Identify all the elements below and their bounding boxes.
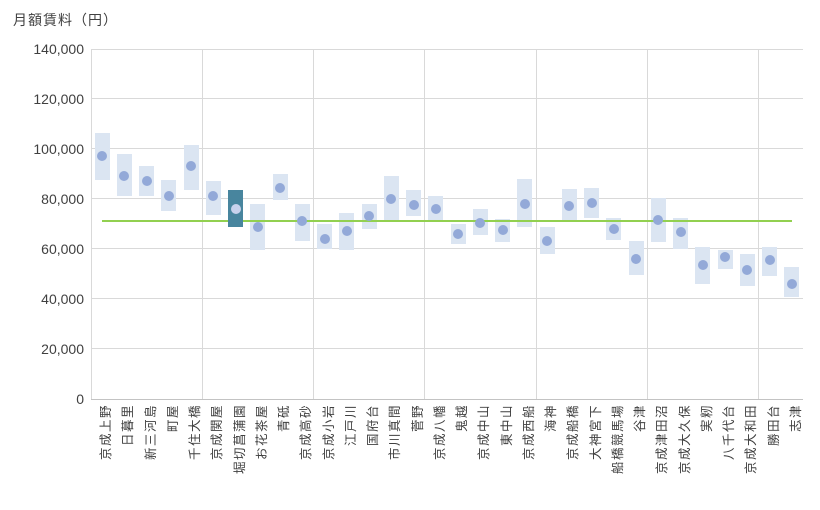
x-axis-line bbox=[91, 398, 803, 400]
station-name-text: 町屋 bbox=[165, 404, 180, 433]
rent-midpoint-dot[interactable] bbox=[475, 217, 486, 228]
y-axis-tick-label: 140,000 bbox=[33, 41, 84, 57]
y-axis-tick-label: 40,000 bbox=[41, 290, 84, 307]
y-gridline bbox=[91, 198, 803, 200]
rent-midpoint-dot[interactable] bbox=[742, 264, 753, 275]
v-gridline bbox=[535, 49, 537, 399]
station-name-text: 京成大久保 bbox=[677, 404, 692, 475]
v-gridline bbox=[424, 49, 426, 399]
station-name-text: 新三河島 bbox=[143, 404, 158, 461]
v-gridline bbox=[758, 49, 759, 399]
rent-midpoint-dot[interactable] bbox=[319, 233, 330, 244]
rent-midpoint-dot[interactable] bbox=[97, 151, 108, 162]
station-name-text: 実籾 bbox=[699, 404, 714, 433]
station-name-text: 京成中山 bbox=[477, 404, 492, 461]
rent-midpoint-dot[interactable] bbox=[608, 223, 619, 234]
rent-midpoint-dot[interactable] bbox=[675, 227, 686, 238]
y-axis-title: 月額賃料（円） bbox=[13, 12, 118, 28]
station-name-text: 青砥 bbox=[277, 404, 292, 433]
rent-midpoint-dot[interactable] bbox=[764, 254, 775, 265]
rent-midpoint-dot[interactable] bbox=[252, 222, 263, 233]
y-gridline bbox=[91, 148, 803, 150]
station-name-text: 京成大和田 bbox=[744, 404, 759, 475]
station-name-text: 海神 bbox=[544, 404, 559, 433]
station-name-text: 八千代台 bbox=[722, 404, 737, 461]
station-name-text: 京成上野 bbox=[99, 404, 114, 461]
v-gridline bbox=[646, 49, 648, 399]
rent-midpoint-dot[interactable] bbox=[519, 198, 530, 209]
station-name-text: 京成八幡 bbox=[432, 404, 447, 461]
y-axis-tick-label: 20,000 bbox=[41, 340, 84, 357]
rent-midpoint-dot[interactable] bbox=[653, 215, 664, 225]
rent-midpoint-dot[interactable] bbox=[542, 236, 553, 247]
rent-midpoint-dot[interactable] bbox=[408, 200, 419, 211]
station-name-text: お花茶屋 bbox=[254, 404, 269, 461]
station-name-text: 千住大橋 bbox=[188, 404, 203, 461]
y-axis-tick-label: 120,000 bbox=[33, 90, 84, 107]
rent-midpoint-dot[interactable] bbox=[119, 171, 130, 182]
station-name-text: 菅野 bbox=[410, 404, 425, 433]
station-name-text: 堀切菖蒲園 bbox=[232, 404, 247, 475]
y-axis-tick-label: 80,000 bbox=[41, 190, 84, 207]
station-name-text: 大神宮下 bbox=[588, 404, 603, 461]
rent-midpoint-dot[interactable] bbox=[186, 161, 197, 172]
rent-midpoint-dot[interactable] bbox=[364, 211, 375, 222]
rent-midpoint-dot[interactable] bbox=[631, 253, 642, 264]
station-name-text: 谷津 bbox=[633, 404, 648, 433]
y-gridline bbox=[91, 298, 803, 300]
station-name-text: 国府台 bbox=[366, 404, 381, 447]
rent-midpoint-dot-highlighted[interactable] bbox=[230, 203, 241, 214]
rent-midpoint-dot[interactable] bbox=[786, 278, 797, 289]
rent-midpoint-dot[interactable] bbox=[497, 224, 508, 235]
y-gridline bbox=[91, 248, 803, 250]
station-name-text: 京成西船 bbox=[521, 404, 536, 461]
v-gridline bbox=[201, 49, 203, 399]
y-gridline bbox=[91, 98, 803, 100]
station-name-text: 勝田台 bbox=[766, 404, 781, 447]
station-name-text: 京成津田沼 bbox=[655, 404, 670, 475]
rent-midpoint-dot[interactable] bbox=[697, 259, 708, 270]
y-gridline bbox=[91, 348, 803, 350]
station-name-text: 東中山 bbox=[499, 404, 514, 447]
rent-midpoint-dot[interactable] bbox=[430, 203, 441, 214]
rent-midpoint-dot[interactable] bbox=[386, 193, 397, 204]
station-name-text: 船橋競馬場 bbox=[610, 404, 625, 475]
station-name-text: 京成小岩 bbox=[321, 404, 336, 461]
rent-midpoint-dot[interactable] bbox=[720, 252, 731, 263]
station-name-text: 市川真間 bbox=[388, 404, 403, 461]
rent-midpoint-dot[interactable] bbox=[163, 191, 174, 202]
station-name-text: 江戸川 bbox=[343, 404, 358, 447]
rent-midpoint-dot[interactable] bbox=[141, 176, 152, 187]
y-axis-tick-label: 100,000 bbox=[33, 140, 84, 157]
rent-midpoint-dot[interactable] bbox=[341, 226, 352, 237]
station-name-text: 京成関屋 bbox=[210, 404, 225, 461]
rent-midpoint-dot[interactable] bbox=[453, 228, 464, 239]
station-name-text: 志津 bbox=[788, 404, 803, 433]
rent-midpoint-dot[interactable] bbox=[586, 197, 597, 208]
rent-midpoint-dot[interactable] bbox=[208, 191, 219, 202]
rent-midpoint-dot[interactable] bbox=[564, 201, 575, 212]
station-name-text: 日暮里 bbox=[121, 404, 136, 447]
y-axis-tick-label: 0 bbox=[76, 390, 84, 407]
y-gridline bbox=[91, 48, 803, 50]
v-gridline bbox=[90, 49, 92, 399]
station-name-text: 鬼越 bbox=[455, 404, 470, 433]
rent-midpoint-dot[interactable] bbox=[275, 182, 286, 193]
rent-midpoint-dot[interactable] bbox=[297, 216, 308, 227]
y-axis-tick-label: 60,000 bbox=[41, 240, 84, 257]
average-reference-line bbox=[102, 219, 792, 222]
station-name-text: 京成高砂 bbox=[299, 404, 314, 461]
station-name-text: 京成船橋 bbox=[566, 404, 581, 461]
v-gridline bbox=[313, 49, 314, 399]
